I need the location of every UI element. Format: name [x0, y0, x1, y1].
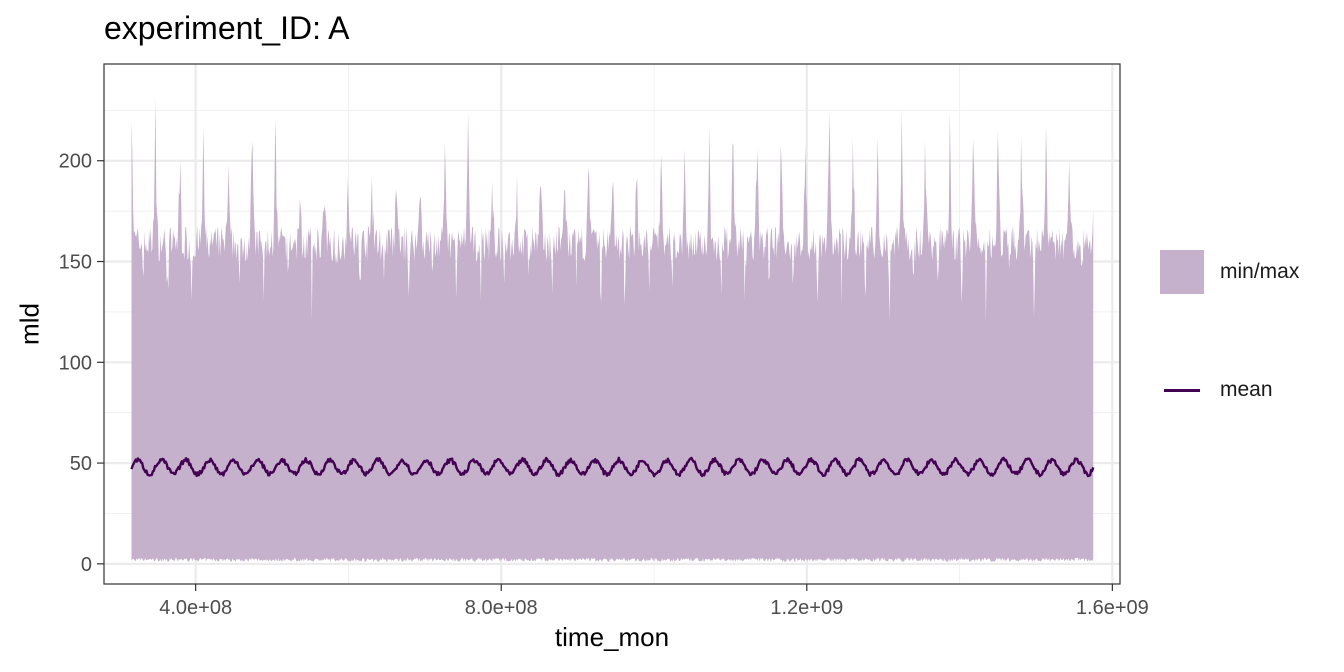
legend-item-minmax: min/max: [1160, 250, 1299, 294]
y-axis: 0 50 100 150 200: [59, 151, 104, 576]
legend-label-mean: mean: [1220, 378, 1273, 401]
y-tick-label: 100: [59, 352, 92, 374]
x-axis: 4.0e+08 8.0e+08 1.2e+09 1.6e+09: [159, 584, 1149, 619]
legend-key-line: [1160, 368, 1204, 412]
y-tick-label: 0: [81, 554, 92, 576]
y-tick-label: 50: [70, 453, 92, 475]
series-minmax-ribbon: [131, 97, 1094, 562]
y-tick-label: 150: [59, 252, 92, 274]
x-tick-label: 8.0e+08: [465, 597, 538, 619]
x-axis-title: time_mon: [554, 622, 670, 652]
panel-border: [103, 63, 1121, 585]
legend-label-minmax: min/max: [1220, 260, 1300, 283]
legend-key-ribbon: [1160, 250, 1204, 294]
series-mean-line: [130, 456, 1095, 478]
x-tick-label: 4.0e+08: [159, 597, 232, 619]
legend: min/max mean: [1160, 240, 1340, 420]
x-tick-label: 1.6e+09: [1076, 597, 1149, 619]
y-tick-label: 200: [59, 151, 92, 173]
line-layer: [130, 456, 1095, 478]
legend-item-mean: mean: [1160, 368, 1273, 412]
ribbon-layer: [131, 97, 1094, 562]
x-tick-label: 1.2e+09: [770, 597, 843, 619]
y-axis-title: mld: [14, 303, 45, 345]
chart-title: experiment_ID: A: [104, 10, 350, 46]
